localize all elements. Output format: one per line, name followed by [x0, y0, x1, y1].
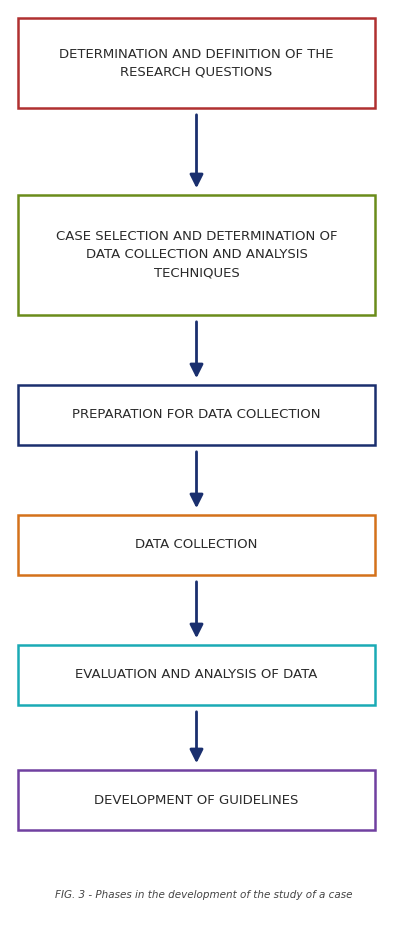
Text: DEVELOPMENT OF GUIDELINES: DEVELOPMENT OF GUIDELINES: [94, 793, 299, 806]
Text: FIG. 3 - Phases in the development of the study of a case: FIG. 3 - Phases in the development of th…: [55, 890, 353, 900]
Bar: [18, 195, 375, 315]
Text: CASE SELECTION AND DETERMINATION OF
DATA COLLECTION AND ANALYSIS
TECHNIQUES: CASE SELECTION AND DETERMINATION OF DATA…: [56, 231, 337, 279]
Bar: [18, 515, 375, 575]
Bar: [18, 18, 375, 108]
Text: PREPARATION FOR DATA COLLECTION: PREPARATION FOR DATA COLLECTION: [72, 409, 321, 422]
Text: DATA COLLECTION: DATA COLLECTION: [135, 538, 258, 551]
Bar: [18, 385, 375, 445]
Bar: [18, 645, 375, 705]
Text: DETERMINATION AND DEFINITION OF THE
RESEARCH QUESTIONS: DETERMINATION AND DEFINITION OF THE RESE…: [59, 47, 334, 78]
Text: EVALUATION AND ANALYSIS OF DATA: EVALUATION AND ANALYSIS OF DATA: [75, 668, 318, 681]
Bar: [18, 770, 375, 830]
